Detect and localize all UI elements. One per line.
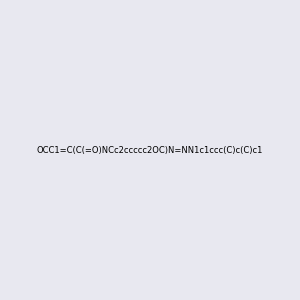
Text: OCC1=C(C(=O)NCc2ccccc2OC)N=NN1c1ccc(C)c(C)c1: OCC1=C(C(=O)NCc2ccccc2OC)N=NN1c1ccc(C)c(…: [37, 146, 263, 154]
